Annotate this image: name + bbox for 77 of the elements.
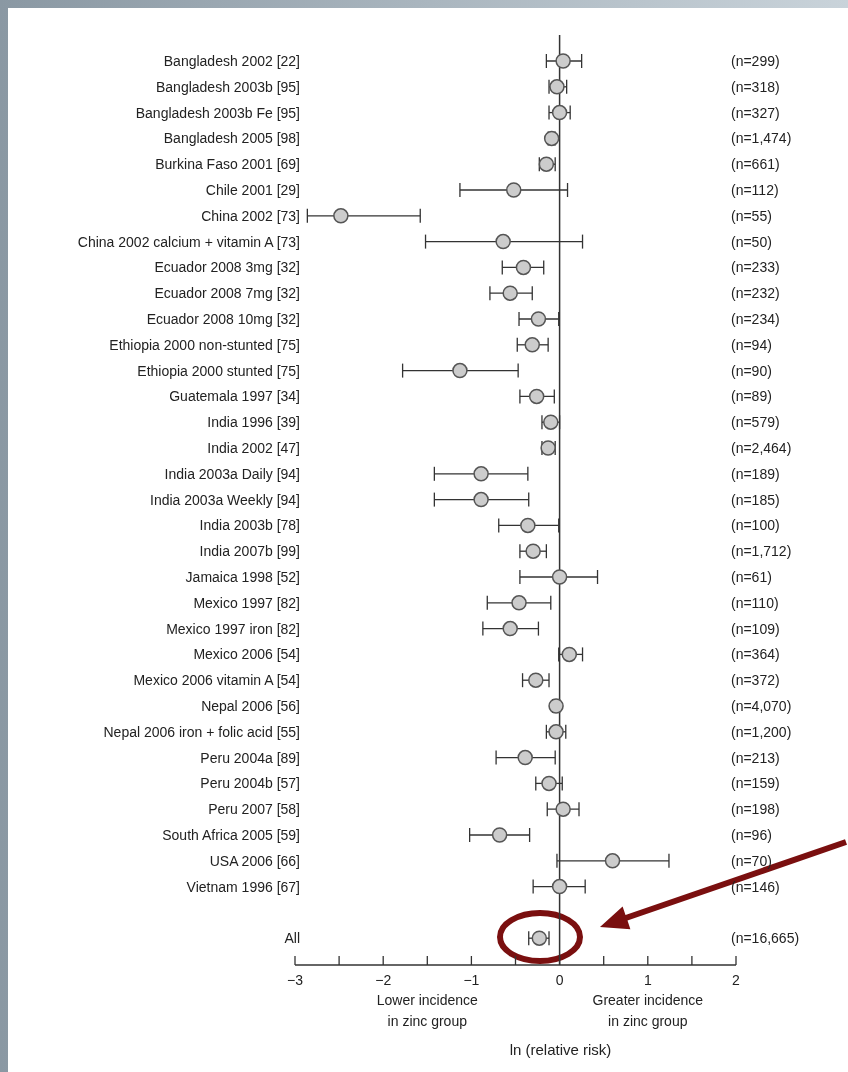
- y-tick-label: Chile 2001 [29]: [205, 181, 300, 198]
- y-tick-label: Guatemala 1997 [34]: [169, 388, 300, 405]
- y2-tick-label: (n=96): [731, 826, 772, 843]
- y-tick-label: India 2007b [99]: [199, 543, 300, 560]
- y-tick-label: India 2003a Weekly [94]: [150, 491, 300, 508]
- y2-tick-label: (n=50): [731, 233, 772, 250]
- y-tick-label: India 1996 [39]: [207, 414, 300, 431]
- y2-tick-label: (n=112): [731, 181, 779, 198]
- y-tick-label: Ethiopia 2000 stunted [75]: [137, 362, 300, 379]
- y-tick-label: Bangladesh 2002 [22]: [163, 52, 300, 69]
- y-tick-label: Nepal 2006 iron + folic acid [55]: [103, 723, 300, 740]
- y2-tick-label: (n=213): [731, 749, 780, 766]
- y-tick-label: Ecuador 2008 7mg [32]: [154, 285, 300, 302]
- text: Greater incidence in zinc group: [592, 992, 704, 1029]
- y-tick-label: Ecuador 2008 10mg [32]: [146, 310, 300, 327]
- y2-tick-label: (n=189): [731, 465, 780, 482]
- y2-tick-label: (n=327): [731, 104, 780, 121]
- x-tick-label: −1: [463, 972, 480, 988]
- y2-tick-label: (n=233): [731, 259, 780, 276]
- y-tick-label: Jamaica 1998 [52]: [185, 568, 300, 585]
- y-tick-label: Mexico 1997 [82]: [193, 594, 300, 611]
- x-tick-label: −2: [375, 972, 392, 988]
- x-axis-title: ln (relative risk): [509, 1041, 612, 1058]
- y2-tick-label: (n=55): [731, 207, 772, 224]
- y2-tick-label: (n=2,464): [731, 439, 792, 456]
- y2-tick-label: (n=109): [731, 620, 780, 637]
- y-tick-label: South Africa 2005 [59]: [162, 826, 300, 843]
- x-tick-label: −3: [287, 972, 304, 988]
- y2-tick-label: (n=185): [731, 491, 780, 508]
- y-tick-label: India 2003a Daily [94]: [164, 465, 300, 482]
- y-tick-label: All: [284, 930, 300, 947]
- y-tick-label: Mexico 2006 [54]: [193, 646, 300, 663]
- y-tick-label: Bangladesh 2003b Fe [95]: [135, 104, 300, 121]
- y2-tick-label: (n=579): [731, 414, 780, 431]
- y-tick-label: China 2002 [73]: [201, 207, 300, 224]
- y2-tick-label: (n=1,474): [731, 130, 792, 147]
- y2-tick-label: (n=299): [731, 52, 780, 69]
- y2-tick-label: (n=70): [731, 852, 772, 869]
- y2-tick-label: (n=661): [731, 156, 780, 173]
- y-tick-label: Ecuador 2008 3mg [32]: [154, 259, 300, 276]
- y-tick-label: Ethiopia 2000 non-stunted [75]: [109, 336, 300, 353]
- y2-tick-label: (n=89): [731, 388, 772, 405]
- y2-tick-label: (n=61): [731, 568, 772, 585]
- y-tick-label: Vietnam 1996 [67]: [186, 878, 300, 895]
- y-tick-label: Mexico 2006 vitamin A [54]: [133, 672, 300, 689]
- y2-tick-label: (n=110): [731, 594, 779, 611]
- y2-tick-label: (n=4,070): [731, 697, 792, 714]
- x-tick-label: 2: [732, 972, 741, 988]
- y2-tick-label: (n=159): [731, 775, 780, 792]
- y-tick-label: Mexico 1997 iron [82]: [166, 620, 300, 637]
- y-tick-label: India 2002 [47]: [207, 439, 300, 456]
- x-tick-label: 1: [643, 972, 652, 988]
- x-tick-label: 0: [555, 972, 564, 988]
- y2-tick-label: (n=318): [731, 78, 780, 95]
- y2-tick-label: (n=198): [731, 801, 780, 818]
- y-tick-label: Burkina Faso 2001 [69]: [155, 156, 300, 173]
- y2-tick-label: (n=94): [731, 336, 772, 353]
- y2-tick-label: (n=100): [731, 517, 780, 534]
- y2-tick-label: (n=16,665): [731, 930, 800, 947]
- y-tick-label: Peru 2004b [57]: [200, 775, 300, 792]
- y-tick-label: Nepal 2006 [56]: [201, 697, 300, 714]
- y-tick-label: Bangladesh 2005 [98]: [163, 130, 300, 147]
- y-tick-label: China 2002 calcium + vitamin A [73]: [77, 233, 300, 250]
- y2-tick-label: (n=232): [731, 285, 780, 302]
- text: Lower incidence in zinc group: [376, 992, 479, 1029]
- y2-tick-label: (n=234): [731, 310, 780, 327]
- y2-tick-label: (n=372): [731, 672, 780, 689]
- y-tick-label: USA 2006 [66]: [209, 852, 300, 869]
- y2-tick-label: (n=90): [731, 362, 772, 379]
- y2-tick-label: (n=1,200): [731, 723, 792, 740]
- y-tick-label: India 2003b [78]: [199, 517, 300, 534]
- y-tick-label: Peru 2004a [89]: [200, 749, 300, 766]
- y-tick-label: Peru 2007 [58]: [208, 801, 300, 818]
- y2-tick-label: (n=146): [731, 878, 780, 895]
- y-tick-label: Bangladesh 2003b [95]: [155, 78, 300, 95]
- y2-tick-label: (n=1,712): [731, 543, 792, 560]
- y2-tick-label: (n=364): [731, 646, 780, 663]
